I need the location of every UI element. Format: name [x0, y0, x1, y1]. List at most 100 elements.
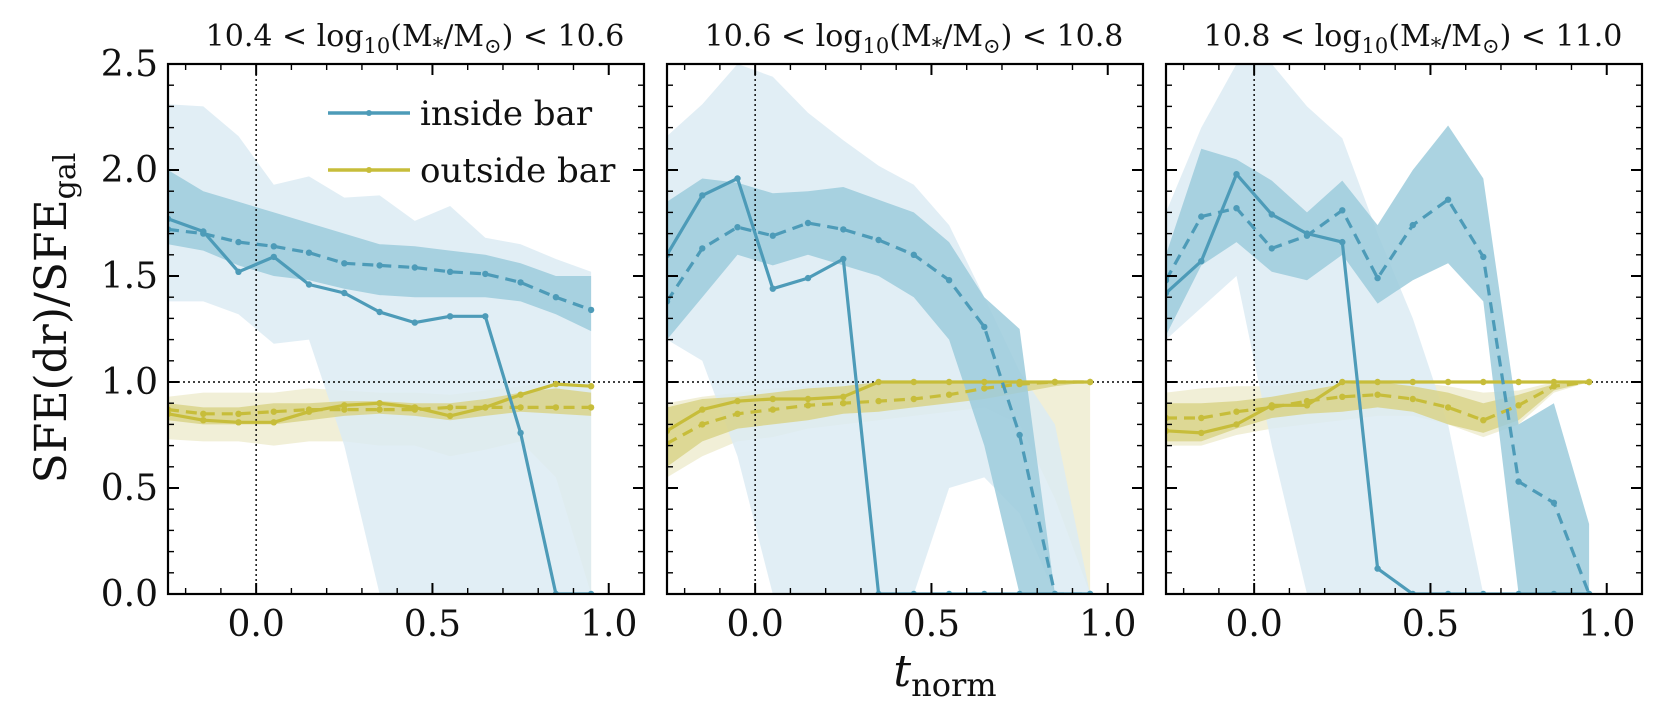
- panel-3-inside-dashed-line-point: [1339, 207, 1346, 214]
- panel-1-reference-lines: [168, 64, 644, 594]
- panel-1-outside-solid-line-point: [517, 391, 524, 398]
- panel-2-inside-solid-line-point: [840, 255, 847, 263]
- panel-1-outside-dashed-line-point: [587, 404, 595, 411]
- panel-3-inside-solid-line-point: [1233, 171, 1240, 178]
- panel-3-outside-solid-line-point: [1550, 378, 1558, 386]
- panel-2-inside-dashed-line-point: [699, 245, 706, 252]
- panel-1-outside-solid-line-point: [446, 412, 454, 420]
- panel-2-bands: [667, 64, 1091, 594]
- panel-3-outside-dashed-line-point: [1374, 391, 1381, 398]
- panel-3-xtick-label: 1.0: [1578, 604, 1635, 645]
- panel-3-outside-solid-line-point: [1374, 378, 1381, 386]
- ytick-label: 0.0: [101, 574, 158, 615]
- panel-1-outside-solid-line-point: [482, 404, 489, 411]
- panel-2-xtick-label: 1.0: [1079, 604, 1136, 645]
- panel-2-outside-solid-line-point: [875, 378, 882, 386]
- legend-entry-inside-bar: inside bar: [328, 94, 593, 134]
- panel-3-series: [1166, 171, 1593, 594]
- panel-2-inside-solid-line-point: [699, 192, 706, 199]
- panel-3-frame: [1164, 62, 1644, 596]
- panel-1-outside-solid-line-point: [341, 402, 348, 409]
- panel-3-outside-band-inner: [1166, 382, 1590, 442]
- panel-2-outside-dashed-line-point: [734, 410, 741, 417]
- ytick-label: 1.0: [101, 362, 158, 403]
- panel-3-outside-dashed-line-point: [1339, 393, 1346, 400]
- panel-1-inside-dashed-line-point: [587, 306, 595, 314]
- panel-2-inside-solid-line-point: [734, 175, 741, 182]
- panel-1-outside-solid-line-point: [305, 408, 313, 415]
- panel-3-xtick-label: 0.0: [1226, 604, 1283, 645]
- panel-2-outside-solid-line-point: [910, 378, 917, 386]
- panel-3-inside-dashed-line-point: [1550, 499, 1558, 506]
- panel-1-inside-dashed-line-point: [235, 238, 242, 246]
- panel-1-inside-solid-line-point: [200, 228, 207, 235]
- panel-1-frame: [166, 62, 646, 596]
- panel-2-inside-dashed-line-point: [804, 219, 812, 227]
- panel-2-outside-band-inner: [667, 382, 1091, 467]
- panel-1-outside-solid-line-point: [552, 380, 560, 388]
- panel-3-inside-solid-line-point: [1374, 565, 1381, 572]
- panel-3-inside-dashed-line-point: [1374, 274, 1381, 282]
- panel-1-inside-solid-line-point: [305, 281, 313, 288]
- panel-2-outside-solid-line-point: [804, 395, 812, 403]
- panel-2-outside-dashed-line-point: [875, 397, 882, 405]
- panel-2-inside-solid-line-point: [769, 285, 776, 292]
- panel-1-xtick-label: 0.0: [228, 604, 285, 645]
- panel-3-inside-solid-line-point: [1268, 211, 1276, 218]
- panel-1-inside-dashed-line-point: [517, 279, 524, 286]
- panel-1-bands: [168, 104, 592, 594]
- panel-2-inside-dashed-line-point: [981, 323, 988, 331]
- panel-3-outside-dashed-line-point: [1444, 404, 1452, 411]
- panel-1-axes: 0.0 0.5 1.0 0.0 0.5 1.0 1.5 2.0 2.5: [101, 44, 646, 645]
- panel-1-series: [168, 215, 595, 594]
- legend-entry-outside-bar: outside bar: [328, 151, 616, 191]
- panel-1-outside-dashed-line-point: [270, 408, 277, 415]
- panel-3-xtick-label: 0.5: [1402, 604, 1459, 645]
- panel-1-title: 10.4 < log10(M*/M⊙) < 10.6: [206, 19, 625, 58]
- panel-1-inside-dashed-line-point: [482, 270, 489, 278]
- y-axis-label: SFE(dr)/SFEgal: [26, 153, 83, 484]
- panel-3-outside-solid-line-point: [1233, 421, 1240, 428]
- panel-2-xtick-label: 0.0: [727, 604, 784, 645]
- panel-3-outside-dashed-line-point: [1480, 417, 1487, 424]
- panel-2-outside-dashed-line-point: [699, 421, 706, 428]
- panel-3-outside-solid-line-point: [1409, 378, 1417, 386]
- panel-1-outside-solid-line-point: [270, 419, 277, 426]
- panel-3-outside-solid-line-point: [1515, 378, 1522, 386]
- panel-3-inside-dashed-line-point: [1268, 245, 1276, 252]
- panel-3-outside-solid-line-point: [1444, 378, 1452, 386]
- panel-1-inside-dashed-line-point: [376, 262, 383, 269]
- x-axis-label: tnorm: [893, 646, 996, 704]
- panel-3-outside-solid-line-point: [1480, 378, 1487, 386]
- panel-1-inside-solid-line-point: [376, 308, 383, 316]
- panel-1-outside-dashed-line-point: [376, 406, 383, 413]
- panel-2-inside-dashed-line-point: [875, 236, 882, 244]
- panel-2-outside-solid-line-point: [945, 378, 953, 386]
- panel-1-inside-solid-line-point: [517, 429, 524, 437]
- legend-label-outside-bar: outside bar: [420, 151, 616, 191]
- panel-2-xtick-label: 0.5: [903, 604, 960, 645]
- panel-2-outside-solid-line-point: [699, 406, 706, 413]
- panel-3-outside-solid-line-point: [1303, 402, 1311, 409]
- panel-1-inside-dashed-line-point: [411, 264, 418, 271]
- panel-1-outside-solid-line-point: [376, 400, 383, 407]
- panel-3-outside-dashed-line-point: [1233, 408, 1240, 415]
- panel-1-outside-solid-line-point: [587, 383, 595, 390]
- panel-3-inside-solid-line-point: [1198, 258, 1205, 265]
- panel-3-inside-dashed-line-point: [1233, 205, 1240, 212]
- panel-1-inside-solid-line-point: [235, 268, 242, 275]
- panel-3-inside-dashed-line-point: [1444, 196, 1452, 203]
- panel-3-outside-dashed-line-point: [1515, 402, 1522, 409]
- panel-1-xtick-label: 0.5: [404, 604, 461, 645]
- panel-1-outside-band-inner: [168, 388, 592, 425]
- panel-3-inside-solid-line-point: [1303, 230, 1311, 237]
- panel-1-inside-solid-line-point: [446, 313, 454, 320]
- panel-1: 0.0 0.5 1.0 0.0 0.5 1.0 1.5 2.0 2.5 10.4 < log10…: [101, 19, 646, 645]
- panel-3-bands: [1166, 64, 1590, 594]
- legend-marker-inside-bar: [366, 110, 372, 116]
- panel-3-outside-solid-line-point: [1198, 429, 1205, 437]
- panel-1-xtick-label: 1.0: [580, 604, 637, 645]
- panel-3-outside-dashed-line-point: [1198, 414, 1205, 422]
- panel-3-outside-solid-line-point: [1585, 378, 1593, 386]
- panel-2-outside-solid-line-point: [840, 393, 847, 400]
